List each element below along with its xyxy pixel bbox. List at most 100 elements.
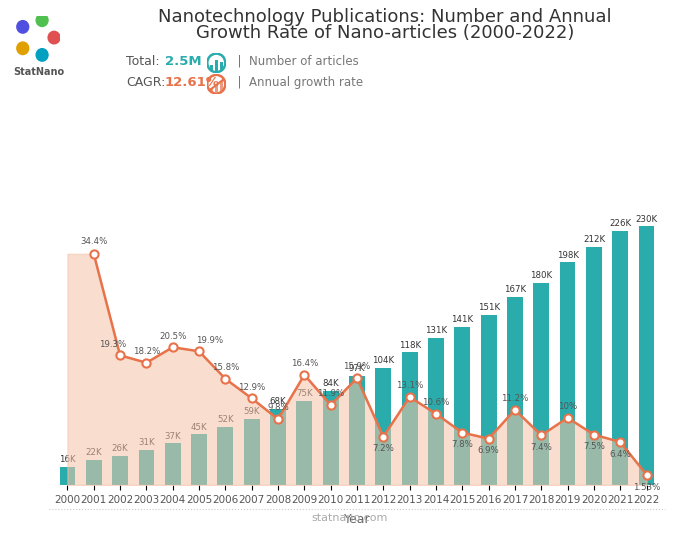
X-axis label: Year: Year [344,513,370,526]
Text: Nanotechnology Publications: Number and Annual: Nanotechnology Publications: Number and … [158,8,612,26]
Bar [428,338,444,485]
Point [351,374,363,383]
Text: 20.5%: 20.5% [159,332,186,341]
Bar [323,391,339,485]
Text: 230K: 230K [636,215,657,224]
Bar [220,81,223,92]
Bar [560,262,575,485]
Text: 19.9%: 19.9% [196,336,223,344]
Text: 104K: 104K [372,356,394,365]
Text: 6.9%: 6.9% [477,447,500,456]
Text: 12.9%: 12.9% [238,383,265,392]
Text: 15.9%: 15.9% [344,362,370,372]
Point [588,430,599,439]
Text: CAGR:: CAGR: [126,76,165,89]
Circle shape [17,42,29,54]
Bar [220,62,223,70]
Text: 7.8%: 7.8% [452,440,473,449]
Text: 167K: 167K [504,286,526,295]
Text: 226K: 226K [609,219,631,228]
Text: 198K: 198K [556,251,579,260]
Text: statnano.com: statnano.com [312,513,388,523]
Text: 11.2%: 11.2% [501,394,528,403]
Text: 16K: 16K [59,455,76,464]
Point [430,409,442,418]
Text: 19.3%: 19.3% [99,340,126,349]
Bar [164,443,181,485]
Bar [586,247,602,485]
Circle shape [48,31,60,44]
Text: 22K: 22K [85,448,102,457]
Bar [218,426,233,485]
Bar [215,60,218,70]
Text: 1.53%: 1.53% [633,482,660,491]
Text: 84K: 84K [323,379,339,388]
Bar [454,327,470,485]
Point [167,343,178,352]
Point [141,359,152,367]
Bar [210,65,213,70]
Text: |  Annual growth rate: | Annual growth rate [230,76,363,89]
Point [88,249,99,258]
Text: 16.4%: 16.4% [290,359,318,368]
Text: 75K: 75K [296,389,313,398]
Text: 18.2%: 18.2% [133,347,160,356]
Bar [612,231,628,485]
Text: 13.1%: 13.1% [396,381,424,390]
Text: 31K: 31K [138,438,155,447]
Text: 68K: 68K [270,397,286,406]
Text: 15.8%: 15.8% [211,363,239,372]
Point [299,370,310,379]
Text: 11.9%: 11.9% [317,389,344,398]
Text: 2.5M: 2.5M [164,55,201,68]
Text: 97K: 97K [349,364,365,373]
Bar [349,376,365,485]
Point [536,431,547,440]
Point [483,434,494,443]
Point [510,406,521,414]
Bar [191,434,207,485]
Text: 7.2%: 7.2% [372,445,394,454]
Text: 26K: 26K [112,444,128,453]
Bar [139,450,154,485]
Text: 151K: 151K [477,303,500,312]
Text: 37K: 37K [164,432,181,441]
Text: 52K: 52K [217,415,234,424]
Point [615,438,626,446]
Text: 131K: 131K [425,326,447,335]
Text: 45K: 45K [190,423,207,432]
Point [641,471,652,479]
Text: Growth Rate of Nano-articles (2000-2022): Growth Rate of Nano-articles (2000-2022) [196,24,574,42]
Text: 7.4%: 7.4% [531,443,552,452]
Text: 141K: 141K [452,314,473,324]
Point [456,429,468,437]
Text: 10.6%: 10.6% [422,398,449,407]
Point [115,351,126,360]
Text: |  Number of articles: | Number of articles [230,55,358,68]
Point [325,401,336,409]
Bar [375,368,391,485]
Bar [86,461,101,485]
Bar [507,297,523,485]
Point [562,414,573,422]
Point [378,432,389,441]
Text: Total:: Total: [126,55,164,68]
Bar [533,282,550,485]
Bar [270,409,286,485]
Bar [60,467,76,485]
Bar [638,227,654,485]
Circle shape [17,21,29,33]
Point [220,375,231,383]
Text: StatNano: StatNano [13,67,64,77]
Bar [210,88,213,92]
Text: 12.61%: 12.61% [164,76,219,89]
Text: 6.4%: 6.4% [609,450,631,459]
Point [246,394,258,402]
Bar [215,84,218,92]
Circle shape [36,14,48,27]
Bar [481,316,496,485]
Text: 180K: 180K [530,271,552,280]
Text: 9.8%: 9.8% [267,403,289,413]
Bar [244,419,260,485]
Circle shape [36,49,48,61]
